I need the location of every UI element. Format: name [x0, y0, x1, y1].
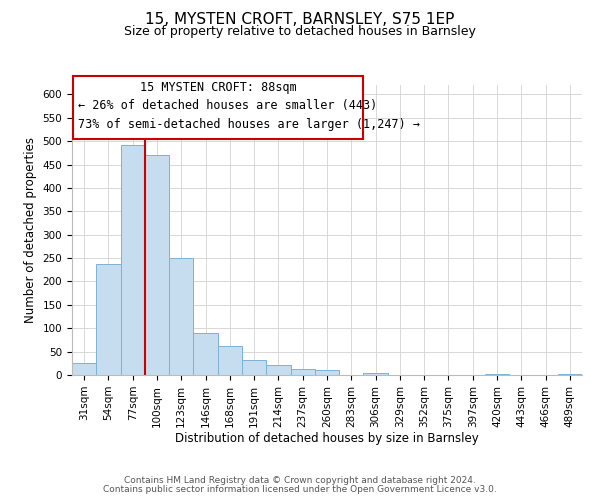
Text: 15 MYSTEN CROFT: 88sqm: 15 MYSTEN CROFT: 88sqm [140, 80, 296, 94]
Bar [485, 374, 509, 375]
Bar [72, 364, 96, 375]
Bar [145, 155, 169, 375]
Text: Contains public sector information licensed under the Open Government Licence v3: Contains public sector information licen… [103, 485, 497, 494]
Bar [315, 370, 339, 375]
FancyBboxPatch shape [73, 76, 364, 139]
Bar [169, 258, 193, 375]
Bar [290, 369, 315, 375]
X-axis label: Distribution of detached houses by size in Barnsley: Distribution of detached houses by size … [175, 432, 479, 446]
Text: Contains HM Land Registry data © Crown copyright and database right 2024.: Contains HM Land Registry data © Crown c… [124, 476, 476, 485]
Text: Size of property relative to detached houses in Barnsley: Size of property relative to detached ho… [124, 25, 476, 38]
Text: 73% of semi-detached houses are larger (1,247) →: 73% of semi-detached houses are larger (… [79, 118, 421, 132]
Bar [558, 374, 582, 375]
Text: 15, MYSTEN CROFT, BARNSLEY, S75 1EP: 15, MYSTEN CROFT, BARNSLEY, S75 1EP [145, 12, 455, 28]
Bar [121, 145, 145, 375]
Bar [193, 333, 218, 375]
Bar [242, 360, 266, 375]
Bar [218, 346, 242, 375]
Bar [266, 364, 290, 375]
Text: ← 26% of detached houses are smaller (443): ← 26% of detached houses are smaller (44… [79, 100, 377, 112]
Bar [96, 264, 121, 375]
Y-axis label: Number of detached properties: Number of detached properties [24, 137, 37, 323]
Bar [364, 372, 388, 375]
